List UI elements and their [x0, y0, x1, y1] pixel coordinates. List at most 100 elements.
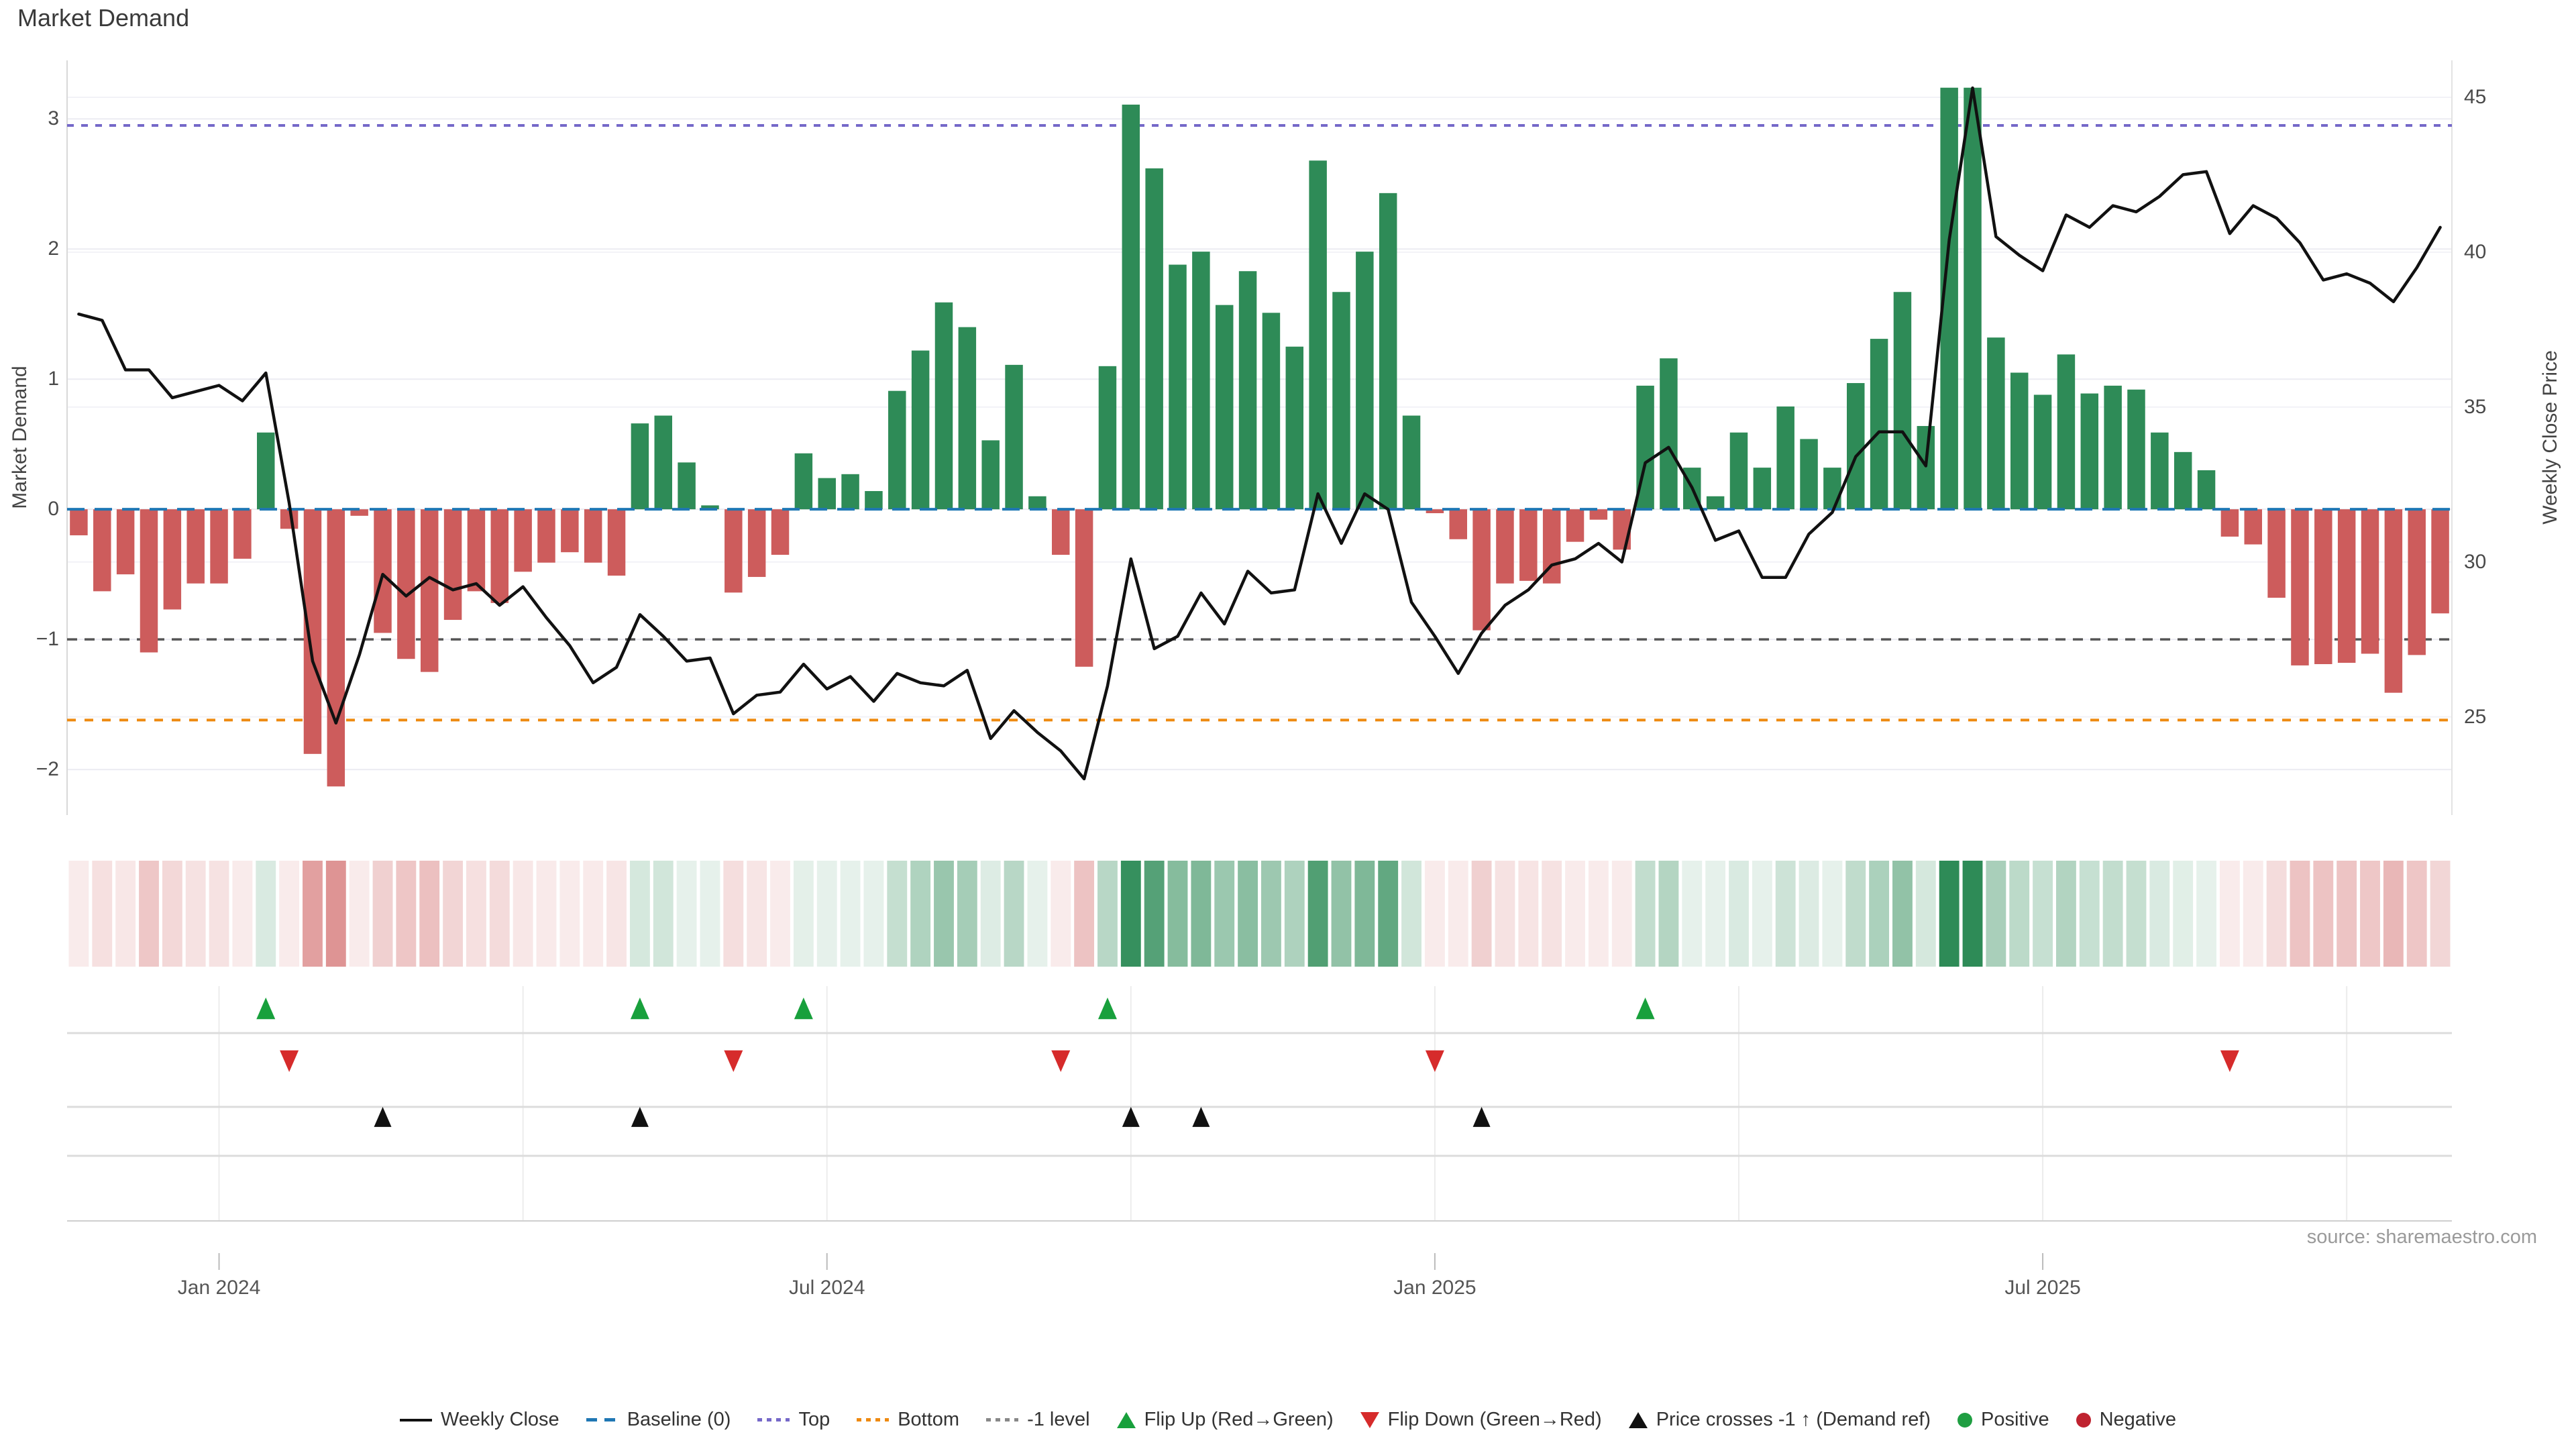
heatmap-cell	[1307, 861, 1328, 967]
heatmap-cell	[910, 861, 931, 967]
flip-down-marker	[724, 1050, 743, 1072]
demand-bar	[631, 423, 649, 510]
demand-bar	[2197, 470, 2216, 510]
flip-down-marker	[280, 1050, 299, 1072]
heatmap-cell	[92, 861, 113, 967]
source-note: source: sharemaestro.com	[2306, 1226, 2537, 1248]
demand-bar	[2057, 354, 2076, 510]
flip-up-marker	[630, 998, 649, 1020]
demand-bar	[1519, 509, 1538, 581]
heatmap-cell	[1682, 861, 1703, 967]
demand-bar	[1472, 509, 1491, 631]
demand-bar	[210, 509, 228, 584]
demand-bar	[2384, 509, 2403, 693]
heatmap-cell	[115, 861, 136, 967]
demand-bar	[2151, 432, 2169, 510]
baseline-swatch-icon	[586, 1418, 619, 1421]
heatmap-cell	[1892, 861, 1913, 967]
demand-bar	[724, 509, 743, 593]
demand-bar	[1098, 366, 1117, 510]
demand-bar	[1753, 468, 1772, 510]
heatmap-cell	[1331, 861, 1352, 967]
legend-item-baseline[interactable]: Baseline (0)	[586, 1409, 731, 1431]
legend-item-price-cross[interactable]: Price crosses -1 ↑ (Demand ref)	[1628, 1409, 1931, 1431]
legend-item-weekly-close[interactable]: Weekly Close	[399, 1409, 559, 1431]
page-title: Market Demand	[17, 4, 190, 32]
top-swatch-icon	[757, 1418, 790, 1421]
heatmap-cell	[2406, 861, 2427, 967]
heatmap-cell	[1167, 861, 1188, 967]
heatmap-cell	[2173, 861, 2194, 967]
heatmap-cell	[723, 861, 744, 967]
heatmap-cell	[2266, 861, 2287, 967]
heatmap-cell	[2056, 861, 2076, 967]
heatmap-cell	[559, 861, 580, 967]
demand-bar	[1262, 313, 1281, 510]
demand-bar	[1005, 364, 1023, 510]
demand-bar	[1426, 509, 1444, 513]
demand-bar	[1285, 346, 1304, 510]
legend-item-top[interactable]: Top	[757, 1409, 830, 1431]
demand-bar	[1075, 509, 1093, 667]
demand-bar	[537, 509, 555, 563]
heatmap-cell	[536, 861, 557, 967]
demand-bar	[140, 509, 158, 653]
demand-bar	[2080, 393, 2099, 510]
heatmap-cell	[980, 861, 1001, 967]
legend-label-weekly-close: Weekly Close	[440, 1409, 559, 1430]
demand-bar	[1823, 468, 1841, 510]
heatmap-cell	[2290, 861, 2310, 967]
demand-bar	[1238, 271, 1257, 510]
demand-bar	[1332, 292, 1350, 510]
heatmap-cell	[185, 861, 206, 967]
demand-bar	[327, 509, 345, 787]
heatmap-cell	[2383, 861, 2404, 967]
demand-bar	[1660, 358, 1678, 510]
heatmap-cell	[162, 861, 182, 967]
demand-bar	[654, 415, 672, 510]
left-axis-tick-label: 3	[48, 107, 59, 130]
heatmap-cell	[209, 861, 229, 967]
demand-bar	[2033, 394, 2052, 510]
flip-down-marker	[1425, 1050, 1444, 1072]
right-axis-title: Weekly Close Price	[2539, 350, 2561, 525]
demand-bar	[350, 509, 368, 516]
heatmap-cell	[1495, 861, 1515, 967]
price-cross-marker	[374, 1107, 392, 1127]
heatmap-cell	[2313, 861, 2334, 967]
demand-bar	[1589, 509, 1608, 520]
heatmap-cell	[1869, 861, 1890, 967]
heatmap-cell	[1658, 861, 1679, 967]
heatmap-cell	[2079, 861, 2100, 967]
legend-item-minus1-level[interactable]: -1 level	[986, 1409, 1090, 1431]
legend-item-negative[interactable]: Negative	[2076, 1409, 2176, 1431]
flip-up-marker	[1097, 998, 1117, 1020]
demand-bar	[420, 509, 439, 672]
legend-item-positive[interactable]: Positive	[1957, 1409, 2049, 1431]
heatmap-cell	[816, 861, 837, 967]
legend-item-flip-up[interactable]: Flip Up (Red→Green)	[1116, 1409, 1334, 1431]
legend-item-bottom[interactable]: Bottom	[857, 1409, 959, 1431]
legend-label-top: Top	[798, 1409, 830, 1430]
heatmap-cell	[1611, 861, 1632, 967]
heatmap-cell	[2149, 861, 2170, 967]
left-axis-tick-label: 2	[48, 237, 59, 260]
flip-up-marker	[1635, 998, 1655, 1020]
demand-bar	[584, 509, 602, 563]
heatmap-cell	[1238, 861, 1258, 967]
demand-bar	[514, 509, 532, 572]
x-tick-label: Jul 2025	[2004, 1277, 2081, 1299]
legend-label-negative: Negative	[2099, 1409, 2177, 1430]
heatmap-cell	[1120, 861, 1141, 967]
heatmap-cell	[1097, 861, 1118, 967]
demand-bar	[1145, 168, 1163, 510]
demand-bar	[1449, 509, 1467, 539]
demand-bar	[374, 509, 392, 633]
heatmap-cell	[1542, 861, 1562, 967]
heatmap-cell	[1051, 861, 1071, 967]
demand-bar	[1706, 496, 1725, 510]
legend-item-flip-down[interactable]: Flip Down (Green→Red)	[1360, 1409, 1602, 1431]
heatmap-cell	[303, 861, 323, 967]
demand-bar	[888, 390, 906, 510]
demand-bar	[561, 509, 579, 553]
